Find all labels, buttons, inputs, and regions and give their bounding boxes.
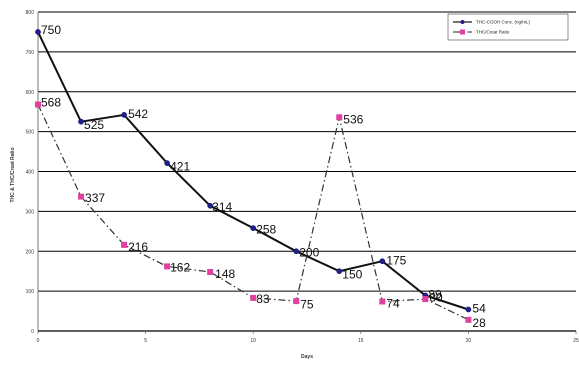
y-tick-label-100: 100 [26,289,35,295]
axes: 0 100 200 300 400 500 600 700 800 0 5 10 15 20 25 [26,10,579,344]
x-axis-title: Days [301,354,313,360]
series-1-point-3 [164,263,171,270]
x-tick-label-10: 10 [250,338,256,344]
series-0-label-1: 525 [84,118,104,132]
series-1-point-6 [293,298,300,305]
series-0-label-6: 200 [299,245,319,259]
legend-marker-1 [460,29,465,35]
legend-label-1: THC/Creat Ratio [476,30,510,35]
series-1-point-2 [121,241,128,248]
series-1-point-8 [379,298,386,305]
y-tick-label-400: 400 [26,170,35,176]
series-1-point-4 [207,268,214,275]
series-1-label-3: 162 [170,261,190,275]
series-1-label-7: 536 [343,112,363,126]
series-1-point-0 [35,101,41,108]
series-1-label-1: 337 [85,191,105,205]
series-0-point-6 [293,248,300,255]
data-labels: 750 525 542 421 314 258 200 150 175 89 54 568 337 216… [41,23,486,330]
series-1-point-1 [78,193,85,200]
series-0-point-2 [121,112,127,118]
series-0-label-8: 175 [386,253,406,267]
series-0-point-0 [35,29,41,35]
series-0-point-10 [465,306,472,313]
y-tick-label-600: 600 [26,90,35,96]
series-1-label-9: 80 [429,290,443,304]
series-markers [35,29,472,323]
series-0-label-5: 258 [256,222,276,236]
series-1-point-5 [250,294,257,301]
y-tick-label-0: 0 [31,329,34,335]
x-tick-label-25: 25 [573,338,579,344]
x-tick-label-15: 15 [358,338,364,344]
series-1-label-5: 83 [256,292,270,306]
series-0-point-4 [207,202,214,209]
series-0-label-7: 150 [342,267,362,281]
series-0-label-0: 750 [41,23,61,37]
series-1-label-6: 75 [300,297,314,311]
series-1-point-7 [336,114,343,121]
series-0-label-3: 421 [170,159,190,173]
y-tick-label-200: 200 [26,249,35,255]
series-1-point-9 [422,296,429,303]
series-1-point-10 [465,316,472,323]
series-1-label-0: 568 [41,96,61,110]
y-tick-label-800: 800 [26,10,35,16]
series-1-label-10: 28 [472,316,486,330]
series-1-label-2: 216 [128,240,148,254]
series-0-point-8 [379,258,386,265]
x-tick-label-0: 0 [37,338,40,344]
y-tick-label-700: 700 [26,50,35,56]
x-tick-label-20: 20 [466,338,472,344]
y-tick-label-500: 500 [26,130,35,136]
series-1-label-8: 74 [386,297,400,311]
series-0-label-2: 542 [128,107,148,121]
y-axis-title: THC & THC/Creat Ratio [10,147,16,202]
series-0-point-1 [78,118,84,125]
x-tick-label-5: 5 [144,338,147,344]
legend-marker-0 [460,20,465,24]
legend: THC-COOH Conc. (ng/mL) THC/Creat Ratio [447,13,569,41]
y-tick-label-300: 300 [26,209,35,215]
legend-box [447,13,569,41]
series-0-point-3 [164,160,170,166]
series-0-point-7 [336,268,343,275]
series-0-label-4: 314 [212,200,232,214]
series-1-label-4: 148 [215,267,235,281]
series-0-label-9: 89 [428,288,442,302]
series-0-label-10: 54 [472,302,486,316]
legend-label-0: THC-COOH Conc. (ng/mL) [476,20,531,25]
series-0-point-5 [250,225,257,231]
